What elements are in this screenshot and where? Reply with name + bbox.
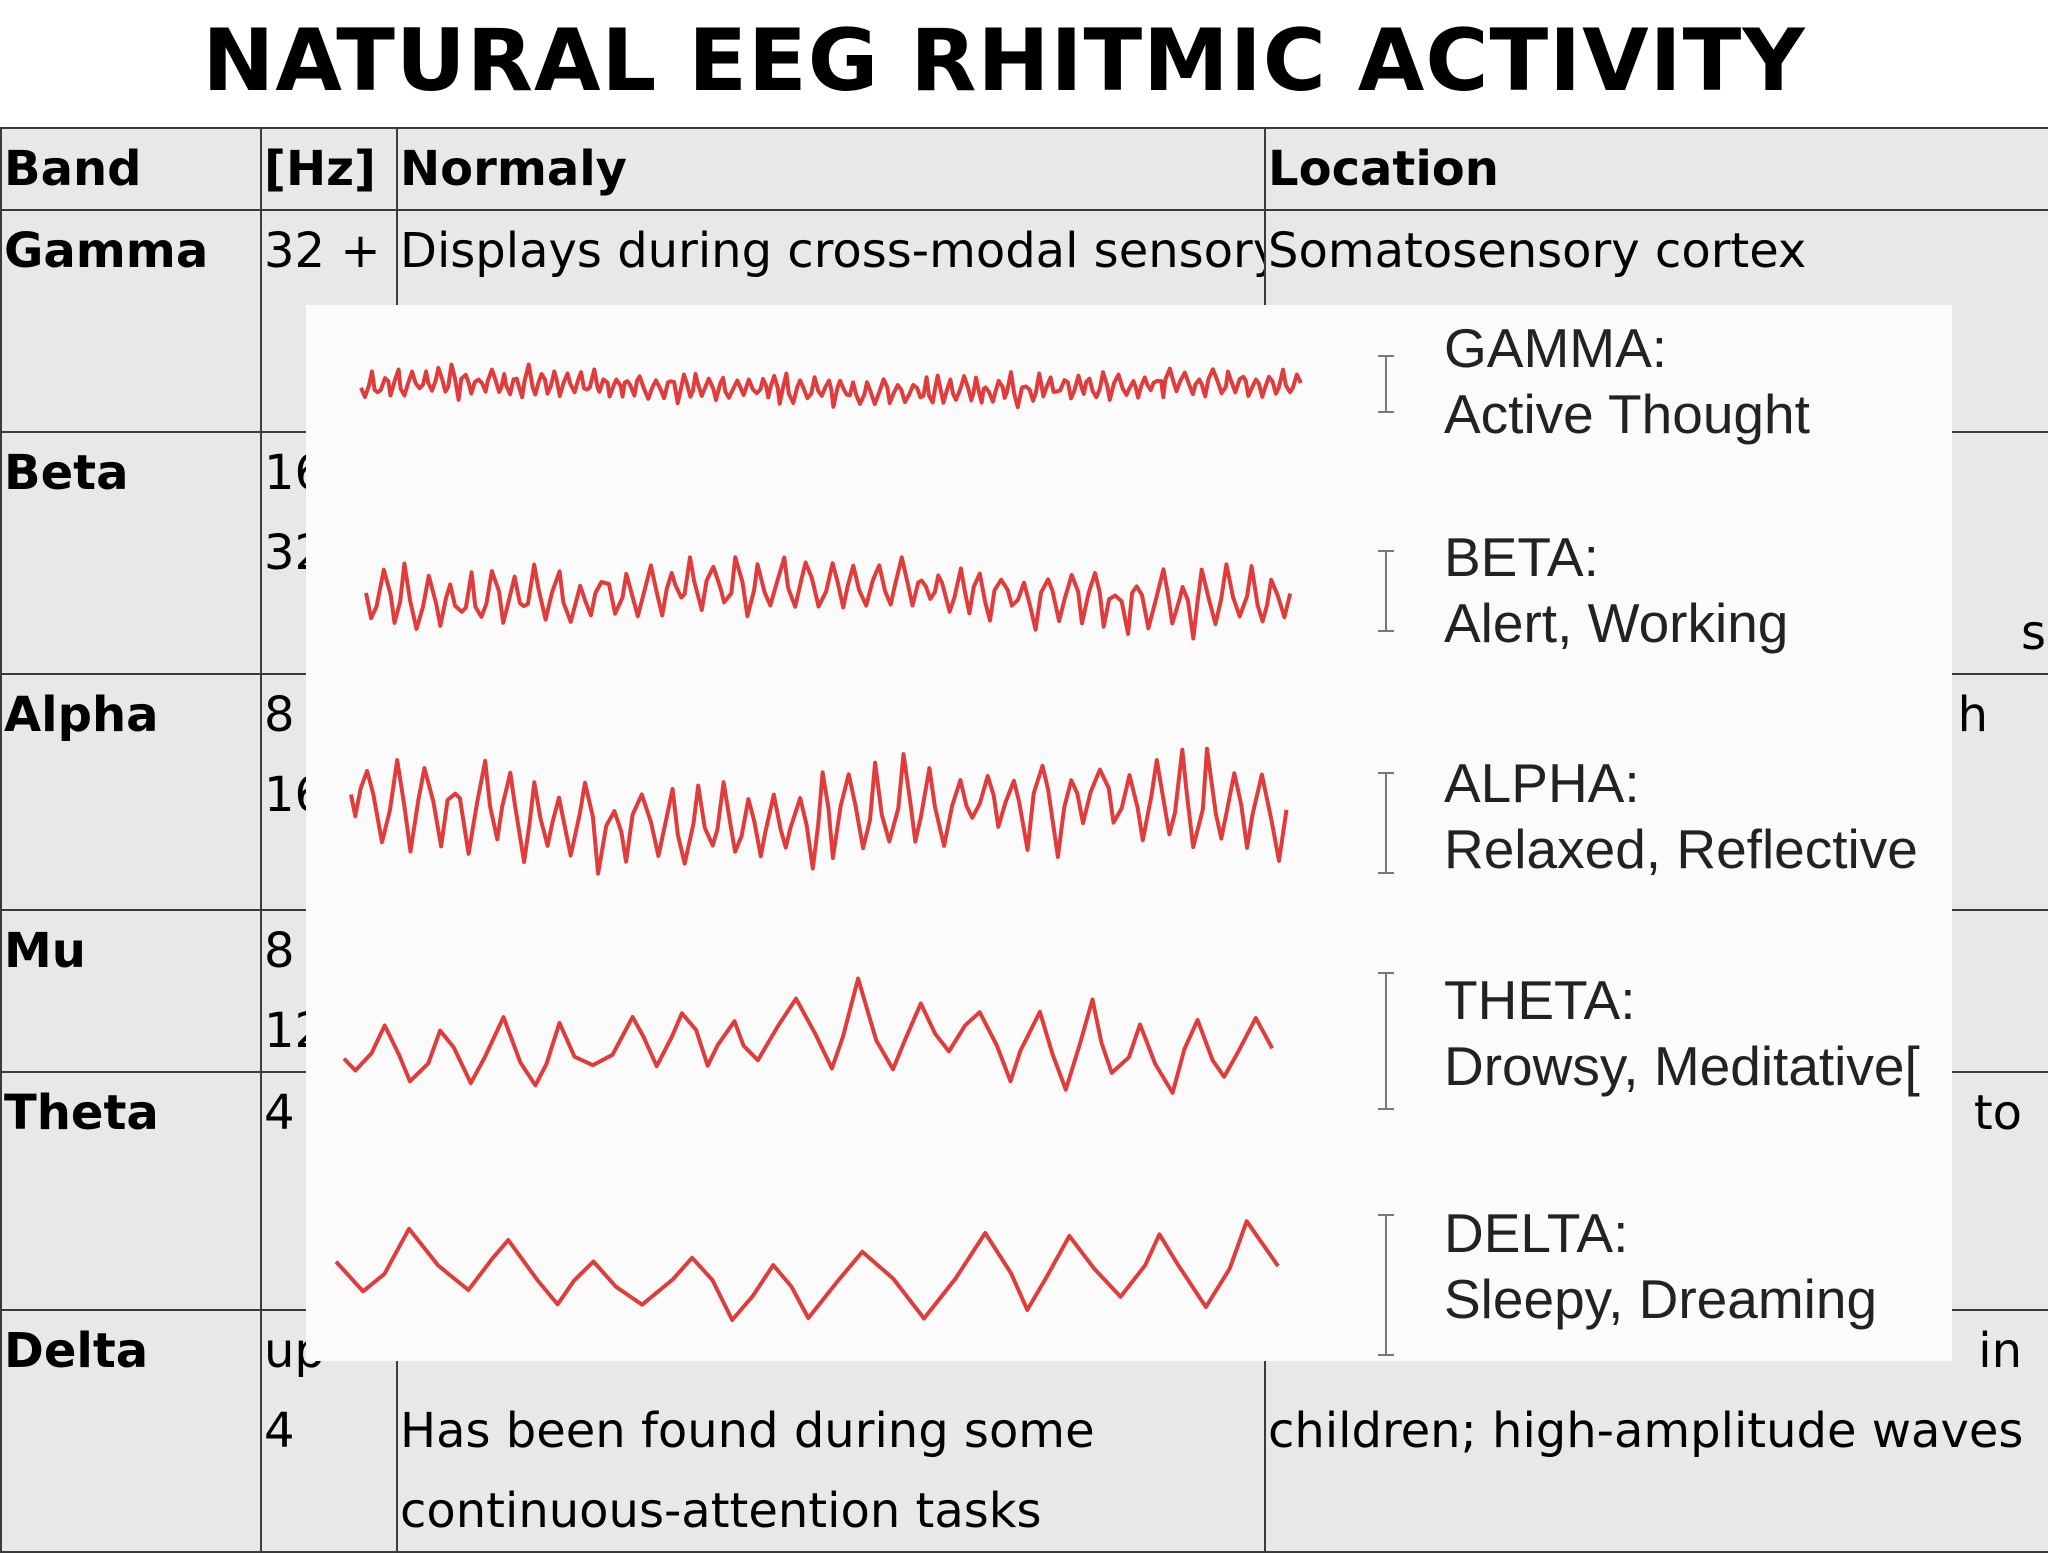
location-line: in (1978, 1323, 2022, 1379)
band-cell: Beta (0, 431, 262, 675)
gamma-waveform (359, 362, 1303, 410)
scale-bar-icon (1378, 972, 1394, 1110)
alpha-label: ALPHA: Relaxed, Reflective (1444, 750, 1918, 882)
delta-label: DELTA: Sleepy, Dreaming (1444, 1200, 1877, 1332)
location-line: s (2020, 605, 2046, 661)
band-cell: Mu (0, 909, 262, 1073)
hz-line: 32 + (264, 223, 381, 279)
alpha-waveform (349, 746, 1289, 876)
table-header-row: Band [Hz] Normaly Location (0, 127, 2048, 211)
band-cell: Delta (0, 1309, 262, 1553)
hz-line: 8 (264, 923, 295, 979)
band-cell: Alpha (0, 673, 262, 911)
wave-state: Active Thought (1444, 383, 1810, 445)
eeg-waves-image: GAMMA: Active Thought BETA: Alert, Worki… (306, 305, 1952, 1361)
wave-state: Relaxed, Reflective (1444, 818, 1918, 880)
header-normaly: Normaly (396, 127, 1266, 211)
wave-name: GAMMA: (1444, 317, 1668, 379)
scale-bar-icon (1378, 355, 1394, 413)
hz-line: 4 (264, 1403, 295, 1459)
wave-state: Alert, Working (1444, 592, 1789, 654)
delta-waveform (334, 1219, 1280, 1322)
location-line: to (1973, 1085, 2022, 1141)
location-line: h (1957, 687, 1988, 743)
gamma-label: GAMMA: Active Thought (1444, 315, 1810, 447)
normal-line: Displays during cross-modal sensory (400, 223, 1265, 279)
normal-line: continuous-attention tasks (400, 1483, 1042, 1539)
wave-state: Sleepy, Dreaming (1444, 1268, 1878, 1330)
theta-waveform (342, 976, 1274, 1095)
wave-state: Drowsy, Meditative[ (1444, 1035, 1920, 1097)
scale-bar-icon (1378, 772, 1394, 874)
wave-name: THETA: (1444, 969, 1636, 1031)
hz-line: 4 (264, 1085, 295, 1141)
beta-waveform (364, 555, 1293, 641)
wave-name: DELTA: (1444, 1202, 1629, 1264)
hz-line: 8 (264, 687, 295, 743)
header-location: Location (1264, 127, 2048, 211)
header-hz: [Hz] (260, 127, 398, 211)
band-cell: Gamma (0, 209, 262, 433)
eeg-waveforms (334, 362, 1303, 1322)
slide-title: NATURAL EEG RHITMIC ACTIVITY (202, 11, 1806, 111)
wave-name: BETA: (1444, 526, 1599, 588)
band-cell: Theta (0, 1071, 262, 1311)
header-band: Band (0, 127, 262, 211)
wave-name: ALPHA: (1444, 752, 1640, 814)
location-line: Somatosensory cortex (1268, 223, 1807, 279)
theta-label: THETA: Drowsy, Meditative[ (1444, 967, 1920, 1099)
scale-bar-icon (1378, 1214, 1394, 1356)
normal-line: Has been found during some (400, 1403, 1095, 1459)
scale-bar-icon (1378, 550, 1394, 632)
beta-label: BETA: Alert, Working (1444, 524, 1788, 656)
location-line: children; high-amplitude waves (1268, 1403, 2024, 1459)
